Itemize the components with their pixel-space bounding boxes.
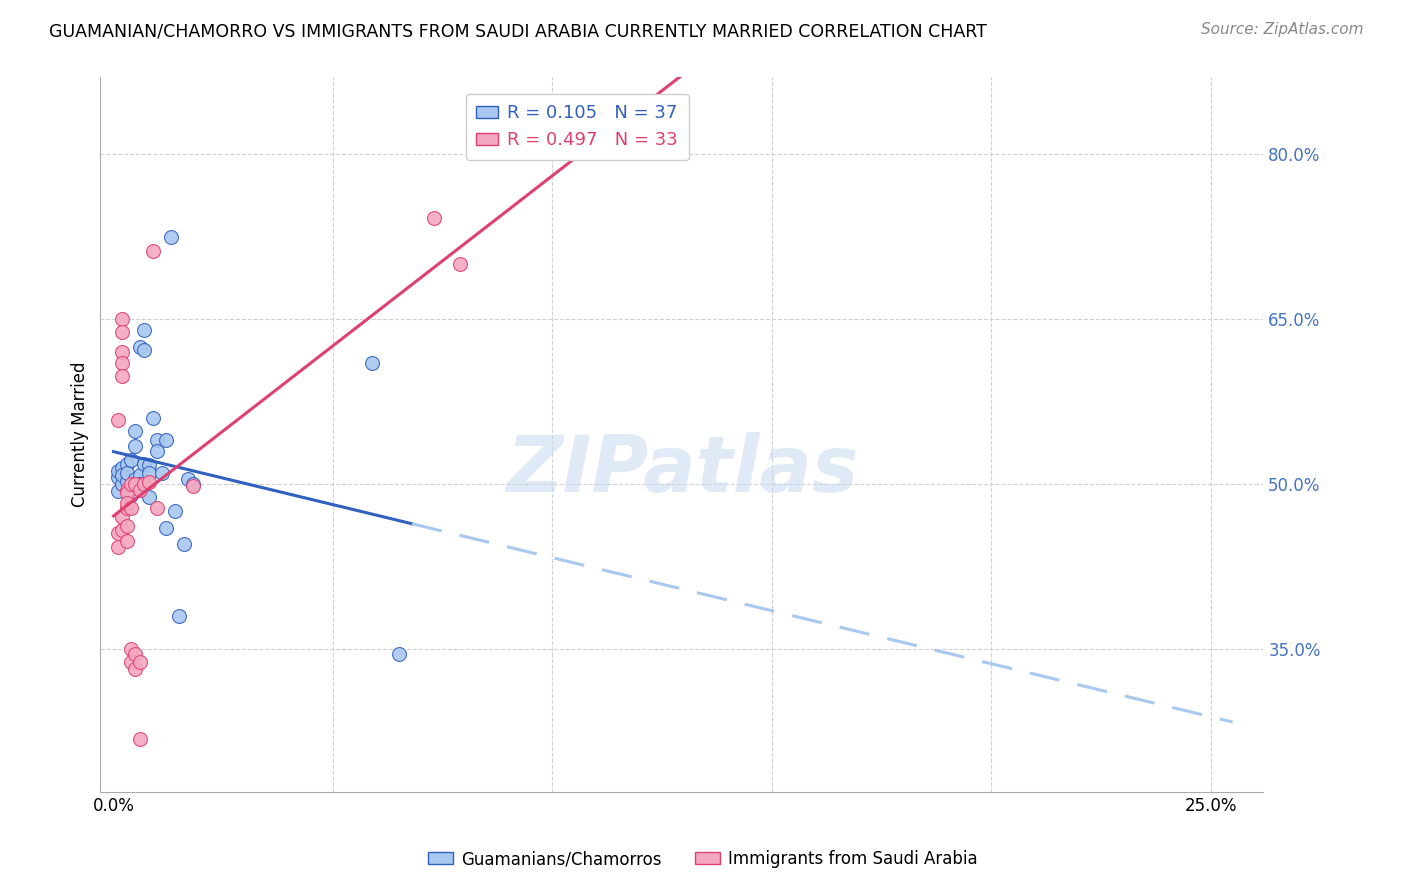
Point [107, 483, 129, 498]
Point [124, 439, 146, 453]
Point [163, 504, 186, 518]
Point [134, 343, 156, 357]
Point [107, 526, 129, 541]
Point [124, 424, 146, 438]
Point [181, 477, 204, 491]
Point [111, 468, 134, 483]
Point [177, 471, 200, 485]
Point [128, 468, 150, 483]
Point [115, 474, 138, 488]
Point [111, 523, 134, 537]
Point [138, 490, 160, 504]
Point [111, 345, 134, 359]
Point [128, 655, 150, 669]
Point [107, 413, 129, 427]
Point [173, 537, 195, 551]
Point [124, 648, 146, 662]
Point [159, 229, 181, 244]
Point [115, 496, 138, 510]
Point [169, 608, 191, 623]
Point [111, 460, 134, 475]
Point [107, 464, 129, 478]
Point [423, 211, 446, 226]
Point [115, 518, 138, 533]
Point [115, 534, 138, 549]
Point [142, 411, 165, 425]
Point [128, 483, 150, 497]
Point [115, 466, 138, 480]
Point [124, 662, 146, 676]
Point [142, 244, 165, 258]
Text: GUAMANIAN/CHAMORRO VS IMMIGRANTS FROM SAUDI ARABIA CURRENTLY MARRIED CORRELATION: GUAMANIAN/CHAMORRO VS IMMIGRANTS FROM SA… [49, 22, 987, 40]
Point [128, 731, 150, 746]
Point [146, 501, 169, 516]
Point [181, 479, 204, 493]
Point [111, 369, 134, 384]
Point [111, 356, 134, 370]
Point [155, 521, 177, 535]
Point [150, 466, 173, 480]
Y-axis label: Currently Married: Currently Married [72, 362, 89, 508]
Point [115, 501, 138, 516]
Point [107, 540, 129, 554]
Point [134, 457, 156, 471]
Point [138, 475, 160, 489]
Point [107, 470, 129, 484]
Point [120, 655, 142, 669]
Point [111, 326, 134, 340]
Text: ZIPatlas: ZIPatlas [506, 433, 858, 508]
Point [120, 453, 142, 467]
Point [120, 488, 142, 502]
Point [120, 641, 142, 656]
Point [115, 483, 138, 497]
Point [111, 312, 134, 326]
Point [128, 340, 150, 354]
Point [124, 477, 146, 491]
Point [124, 471, 146, 485]
Legend: Guamanians/Chamorros, Immigrants from Saudi Arabia: Guamanians/Chamorros, Immigrants from Sa… [422, 844, 984, 875]
Point [138, 458, 160, 473]
Point [111, 510, 134, 524]
Point [146, 444, 169, 458]
Point [115, 485, 138, 500]
Text: Source: ZipAtlas.com: Source: ZipAtlas.com [1201, 22, 1364, 37]
Legend: R = 0.105   N = 37, R = 0.497   N = 33: R = 0.105 N = 37, R = 0.497 N = 33 [465, 94, 689, 161]
Point [138, 466, 160, 480]
Point [115, 457, 138, 471]
Point [134, 477, 156, 491]
Point [388, 648, 411, 662]
Point [361, 356, 384, 370]
Point [111, 477, 134, 491]
Point [146, 433, 169, 447]
Point [155, 433, 177, 447]
Point [128, 477, 150, 491]
Point [134, 323, 156, 337]
Point [449, 257, 471, 271]
Point [120, 477, 142, 491]
Point [120, 501, 142, 516]
